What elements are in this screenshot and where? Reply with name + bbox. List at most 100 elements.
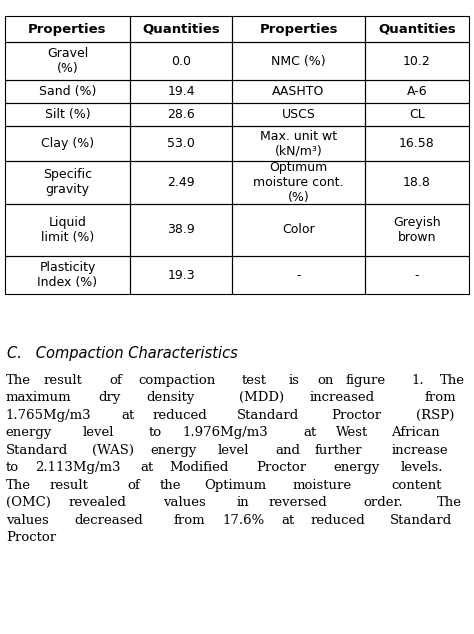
Text: The: The (440, 374, 465, 387)
Bar (365, 103, 469, 126)
Text: AASHTO: AASHTO (273, 85, 325, 98)
Bar (130, 126, 232, 161)
Text: African: African (391, 426, 440, 439)
Bar (365, 204, 469, 256)
Text: Standard: Standard (390, 514, 452, 527)
Text: Proctor: Proctor (332, 409, 382, 422)
Text: 2.49: 2.49 (167, 176, 195, 189)
Text: reduced: reduced (153, 409, 208, 422)
Text: from: from (424, 391, 456, 404)
Text: compaction: compaction (138, 374, 215, 387)
Text: Greyish
brown: Greyish brown (393, 216, 441, 244)
Text: The: The (437, 496, 462, 509)
Text: on: on (317, 374, 334, 387)
Text: increased: increased (310, 391, 375, 404)
Text: -: - (415, 269, 419, 281)
Text: revealed: revealed (69, 496, 127, 509)
Text: NMC (%): NMC (%) (271, 55, 326, 68)
Text: in: in (237, 496, 250, 509)
Text: A-6: A-6 (407, 85, 428, 98)
Text: Quantities: Quantities (378, 23, 456, 36)
Text: at: at (281, 514, 294, 527)
Text: level: level (218, 444, 249, 457)
Text: 10.2: 10.2 (403, 55, 431, 68)
Text: from: from (173, 514, 205, 527)
Bar (232, 80, 365, 103)
Text: Standard: Standard (6, 444, 68, 457)
Bar (365, 256, 469, 294)
Bar (365, 161, 469, 204)
Text: Max. unit wt
(kN/m³): Max. unit wt (kN/m³) (260, 129, 337, 157)
Text: the: the (160, 479, 182, 492)
Text: further: further (314, 444, 362, 457)
Bar (130, 204, 232, 256)
Bar (232, 204, 365, 256)
Text: 1.976Mg/m3: 1.976Mg/m3 (182, 426, 268, 439)
Text: 1.: 1. (411, 374, 424, 387)
Text: 0.0: 0.0 (171, 55, 191, 68)
Text: maximum: maximum (6, 391, 72, 404)
Text: decreased: decreased (74, 514, 143, 527)
Text: of: of (127, 479, 140, 492)
Text: reduced: reduced (311, 514, 365, 527)
Text: (WAS): (WAS) (92, 444, 135, 457)
Text: Quantities: Quantities (142, 23, 220, 36)
Text: 18.8: 18.8 (403, 176, 431, 189)
Bar (5, 204, 130, 256)
Text: increase: increase (391, 444, 448, 457)
Text: (OMC): (OMC) (6, 496, 51, 509)
Text: is: is (289, 374, 300, 387)
Bar (232, 103, 365, 126)
Text: moisture: moisture (292, 479, 351, 492)
Text: Proctor: Proctor (6, 531, 56, 545)
Text: energy: energy (150, 444, 197, 457)
Text: levels.: levels. (401, 462, 443, 474)
Text: at: at (141, 462, 154, 474)
Bar (130, 80, 232, 103)
Text: figure: figure (346, 374, 386, 387)
Bar (232, 42, 365, 80)
Text: values: values (164, 496, 206, 509)
Text: Optimum
moisture cont.
(%): Optimum moisture cont. (%) (253, 161, 344, 204)
Text: density: density (146, 391, 195, 404)
Text: 17.6%: 17.6% (222, 514, 264, 527)
Text: reversed: reversed (269, 496, 327, 509)
Text: to: to (6, 462, 19, 474)
Bar (365, 80, 469, 103)
Text: 16.58: 16.58 (399, 137, 435, 150)
Bar (232, 126, 365, 161)
Text: The: The (6, 479, 31, 492)
Bar (130, 161, 232, 204)
Bar (5, 42, 130, 80)
Text: Properties: Properties (259, 23, 338, 36)
Bar (5, 161, 130, 204)
Bar (5, 16, 130, 42)
Bar (365, 16, 469, 42)
Text: Properties: Properties (28, 23, 107, 36)
Bar (232, 256, 365, 294)
Text: 19.4: 19.4 (167, 85, 195, 98)
Bar (232, 16, 365, 42)
Text: (MDD): (MDD) (239, 391, 284, 404)
Text: values: values (6, 514, 48, 527)
Bar (130, 256, 232, 294)
Text: result: result (50, 479, 89, 492)
Text: Modified: Modified (170, 462, 229, 474)
Text: The: The (6, 374, 31, 387)
Text: Plasticity
Index (%): Plasticity Index (%) (37, 261, 98, 289)
Text: content: content (391, 479, 442, 492)
Text: Silt (%): Silt (%) (45, 108, 90, 121)
Text: Optimum: Optimum (204, 479, 266, 492)
Bar (5, 80, 130, 103)
Bar (5, 103, 130, 126)
Text: 28.6: 28.6 (167, 108, 195, 121)
Text: at: at (303, 426, 316, 439)
Text: 19.3: 19.3 (167, 269, 195, 281)
Text: (RSP): (RSP) (416, 409, 454, 422)
Bar (5, 256, 130, 294)
Text: C.   Compaction Characteristics: C. Compaction Characteristics (7, 346, 237, 361)
Text: at: at (121, 409, 135, 422)
Bar (130, 16, 232, 42)
Text: to: to (149, 426, 162, 439)
Bar (365, 126, 469, 161)
